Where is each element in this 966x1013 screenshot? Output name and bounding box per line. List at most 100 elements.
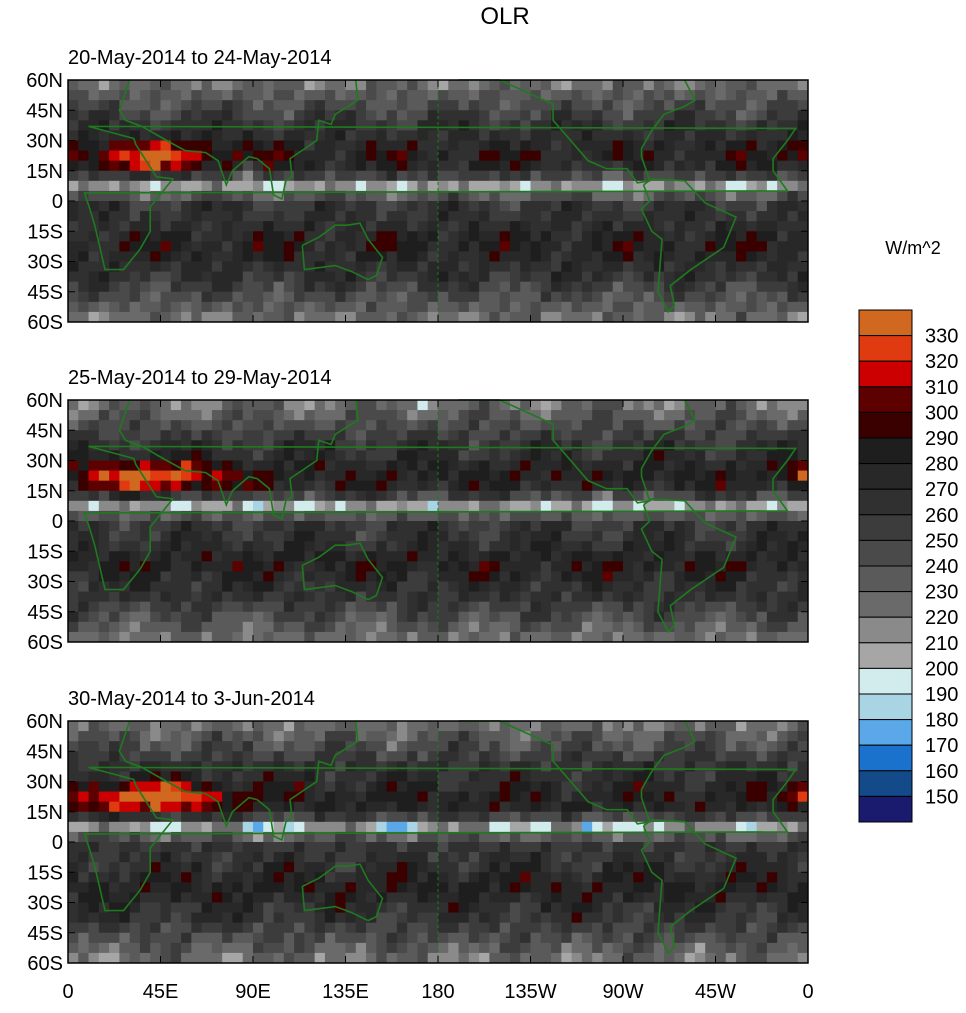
heatmap-cell xyxy=(386,811,398,823)
heatmap-cell xyxy=(263,281,274,293)
heatmap-cell xyxy=(396,261,408,272)
heatmap-cell xyxy=(191,811,203,823)
heatmap-cell xyxy=(407,410,418,421)
heatmap-cell xyxy=(571,601,583,613)
heatmap-cell xyxy=(756,902,768,913)
heatmap-cell xyxy=(797,400,809,411)
heatmap-cell xyxy=(407,551,418,562)
heatmap-cell xyxy=(715,450,727,461)
heatmap-cell xyxy=(653,410,665,421)
heatmap-cell xyxy=(376,551,388,562)
heatmap-cell xyxy=(777,601,788,613)
heatmap-cell xyxy=(674,831,686,843)
heatmap-cell xyxy=(129,291,141,303)
heatmap-cell xyxy=(705,811,716,823)
heatmap-cell xyxy=(139,581,151,592)
heatmap-cell xyxy=(612,430,624,441)
heatmap-cell xyxy=(211,291,223,303)
heatmap-cell xyxy=(643,721,655,732)
heatmap-cell xyxy=(736,631,747,643)
heatmap-cell xyxy=(242,872,254,883)
heatmap-cell xyxy=(129,902,141,913)
heatmap-cell xyxy=(797,291,809,303)
heatmap-cell xyxy=(304,261,316,272)
heatmap-cell xyxy=(561,201,573,212)
heatmap-cell xyxy=(438,551,449,562)
heatmap-cell xyxy=(160,561,172,572)
heatmap-cell xyxy=(458,571,470,582)
heatmap-cell xyxy=(571,801,583,813)
heatmap-cell xyxy=(150,120,161,131)
heatmap-cell xyxy=(335,801,346,813)
heatmap-cell xyxy=(643,291,655,303)
heatmap-cell xyxy=(499,571,511,582)
heatmap-cell xyxy=(78,120,89,131)
heatmap-cell xyxy=(633,450,644,461)
heatmap-cell xyxy=(242,400,254,411)
heatmap-cell xyxy=(520,591,531,603)
heatmap-cell xyxy=(715,201,727,212)
heatmap-cell xyxy=(756,831,768,843)
heatmap-cell xyxy=(283,291,295,303)
heatmap-cell xyxy=(746,561,758,572)
heatmap-cell xyxy=(509,601,521,613)
heatmap-cell xyxy=(736,751,747,762)
heatmap-cell xyxy=(530,480,542,492)
heatmap-cell xyxy=(612,180,624,192)
heatmap-cell xyxy=(109,100,120,111)
heatmap-cell xyxy=(571,571,583,582)
heatmap-cell xyxy=(653,882,665,893)
heatmap-cell xyxy=(78,531,89,542)
heatmap-cell xyxy=(468,791,480,803)
heatmap-cell xyxy=(201,892,213,903)
heatmap-cell xyxy=(170,842,182,853)
heatmap-cell xyxy=(366,631,377,643)
heatmap-cell xyxy=(633,301,644,313)
heatmap-cell xyxy=(530,100,542,111)
heatmap-cell xyxy=(139,731,151,742)
heatmap-cell xyxy=(150,440,161,451)
heatmap-cell xyxy=(355,211,367,222)
heatmap-cell xyxy=(664,621,675,633)
heatmap-cell xyxy=(417,100,429,111)
heatmap-cell xyxy=(540,721,552,732)
heatmap-cell xyxy=(417,281,429,293)
heatmap-cell xyxy=(705,311,716,323)
heatmap-cell xyxy=(160,460,172,471)
heatmap-cell xyxy=(314,821,326,833)
heatmap-cell xyxy=(263,241,274,252)
heatmap-cell xyxy=(98,470,110,482)
heatmap-cell xyxy=(119,440,131,451)
heatmap-cell xyxy=(581,430,593,441)
heatmap-cell xyxy=(479,801,490,813)
heatmap-cell xyxy=(68,611,79,623)
heatmap-cell xyxy=(736,261,747,272)
heatmap-cell xyxy=(407,440,418,451)
heatmap-cell xyxy=(715,611,727,623)
heatmap-cell xyxy=(736,420,747,431)
heatmap-cell xyxy=(273,170,285,182)
heatmap-cell xyxy=(592,90,603,101)
heatmap-cell xyxy=(458,170,470,182)
heatmap-cell xyxy=(766,180,778,192)
heatmap-cell xyxy=(551,811,562,823)
heatmap-cell xyxy=(540,400,552,411)
heatmap-cell xyxy=(509,791,521,803)
heatmap-cell xyxy=(653,80,665,91)
heatmap-cell xyxy=(530,120,542,131)
heatmap-cell xyxy=(201,221,213,232)
heatmap-cell xyxy=(407,771,418,782)
heatmap-cell xyxy=(520,450,531,461)
heatmap-cell xyxy=(78,902,89,913)
heatmap-cell xyxy=(797,231,809,242)
heatmap-cell xyxy=(736,80,747,91)
heatmap-cell xyxy=(150,821,161,833)
heatmap-cell xyxy=(571,882,583,893)
heatmap-cell xyxy=(653,90,665,101)
heatmap-cell xyxy=(304,281,316,293)
heatmap-cell xyxy=(756,721,768,732)
heatmap-cell xyxy=(304,791,316,803)
heatmap-cell xyxy=(304,231,316,242)
heatmap-cell xyxy=(602,510,614,522)
heatmap-cell xyxy=(304,551,316,562)
